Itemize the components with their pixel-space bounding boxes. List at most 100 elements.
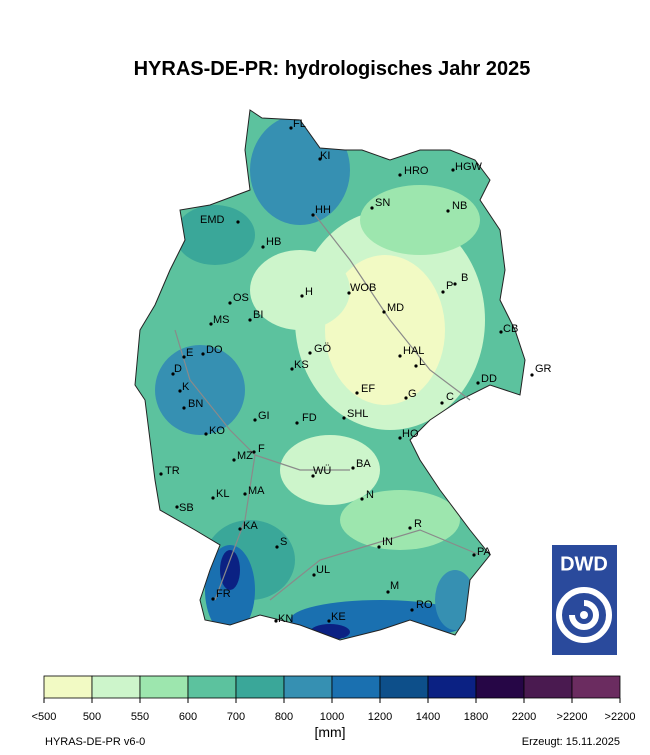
city-label: KA <box>243 520 258 532</box>
city-label: KS <box>294 359 309 371</box>
city-label: R <box>414 518 422 530</box>
legend-label: 800 <box>275 711 293 723</box>
city-label: HO <box>402 428 419 440</box>
city-dot <box>360 497 364 501</box>
city-label: EMD <box>200 214 225 226</box>
city-dot <box>408 526 412 530</box>
city-label: P <box>446 280 453 292</box>
city-label: KO <box>209 425 225 437</box>
city-dot <box>295 421 299 425</box>
city-label: MA <box>248 485 265 497</box>
city-label: DO <box>206 344 223 356</box>
legend-swatch <box>379 675 429 699</box>
dwd-logo: DWD <box>552 545 617 655</box>
legend-swatch <box>331 675 381 699</box>
city-dot <box>398 173 402 177</box>
logo-text: DWD <box>560 553 608 575</box>
legend-swatch <box>43 675 93 699</box>
city-dot <box>414 364 418 368</box>
city-label: NB <box>452 200 467 212</box>
city-dot <box>201 352 205 356</box>
legend-label: 700 <box>227 711 245 723</box>
city-dot <box>171 372 175 376</box>
city-label: SN <box>375 197 390 209</box>
legend-label: >2200 <box>557 711 588 723</box>
city-label: K <box>182 381 190 393</box>
city-dot <box>232 458 236 462</box>
city-label: BN <box>188 398 203 410</box>
city-dot <box>530 373 534 377</box>
city-label: H <box>305 286 313 298</box>
legend-swatch <box>571 675 621 699</box>
city-label: C <box>446 391 454 403</box>
city-label: MZ <box>237 450 253 462</box>
city-label: TR <box>165 465 180 477</box>
city-label: WOB <box>350 282 376 294</box>
city-label: E <box>186 347 193 359</box>
city-dot <box>410 608 414 612</box>
unit-label: [mm] <box>314 724 345 740</box>
city-label: S <box>280 536 287 548</box>
city-dot <box>311 213 315 217</box>
legend-label: 500 <box>83 711 101 723</box>
city-dot <box>499 330 503 334</box>
footer-left: HYRAS-DE-PR v6-0 <box>45 736 145 748</box>
city-dot <box>289 126 293 130</box>
city-label: KN <box>278 613 293 625</box>
legend-label: <500 <box>32 711 57 723</box>
city-dot <box>472 553 476 557</box>
footer-right: Erzeugt: 15.11.2025 <box>522 736 620 748</box>
city-dot <box>355 391 359 395</box>
city-label: FL <box>293 118 306 130</box>
city-dot <box>209 322 213 326</box>
legend-swatch <box>523 675 573 699</box>
city-label: F <box>258 443 265 455</box>
city-label: KE <box>331 611 346 623</box>
city-dot <box>377 545 381 549</box>
city-dot <box>178 389 182 393</box>
city-label: B <box>461 272 468 284</box>
city-label: OS <box>233 292 249 304</box>
city-dot <box>182 355 186 359</box>
city-label: HRO <box>404 165 429 177</box>
city-dot <box>238 527 242 531</box>
city-label: GÖ <box>314 343 332 355</box>
city-label: PA <box>477 546 492 558</box>
city-dot <box>404 396 408 400</box>
legend-label: 2200 <box>512 711 536 723</box>
legend-swatch <box>91 675 141 699</box>
city-dot <box>182 406 186 410</box>
city-dot <box>159 472 163 476</box>
city-label: KL <box>216 488 229 500</box>
city-label: GI <box>258 410 270 422</box>
legend-label: 550 <box>131 711 149 723</box>
city-dot <box>175 505 179 509</box>
city-label: KI <box>320 150 330 162</box>
city-label: MD <box>387 302 404 314</box>
city-dot <box>386 590 390 594</box>
city-dot <box>290 367 294 371</box>
city-label: HAL <box>403 345 424 357</box>
city-dot <box>446 209 450 213</box>
city-dot <box>236 220 240 224</box>
city-label: FR <box>216 588 231 600</box>
city-dot <box>398 354 402 358</box>
map-title: HYRAS-DE-PR: hydrologisches Jahr 2025 <box>134 58 531 80</box>
legend-label: 1200 <box>368 711 392 723</box>
city-label: HH <box>315 204 331 216</box>
city-dot <box>347 291 351 295</box>
city-dot <box>248 318 252 322</box>
city-dot <box>318 157 322 161</box>
city-dot <box>476 381 480 385</box>
city-dot <box>451 168 455 172</box>
city-label: BA <box>356 458 371 470</box>
city-label: SB <box>179 502 194 514</box>
legend-swatch <box>235 675 285 699</box>
city-label: M <box>390 580 399 592</box>
city-dot <box>327 619 331 623</box>
city-dot <box>453 282 457 286</box>
rivers <box>174 214 481 601</box>
city-label: N <box>366 489 374 501</box>
city-dot <box>300 294 304 298</box>
